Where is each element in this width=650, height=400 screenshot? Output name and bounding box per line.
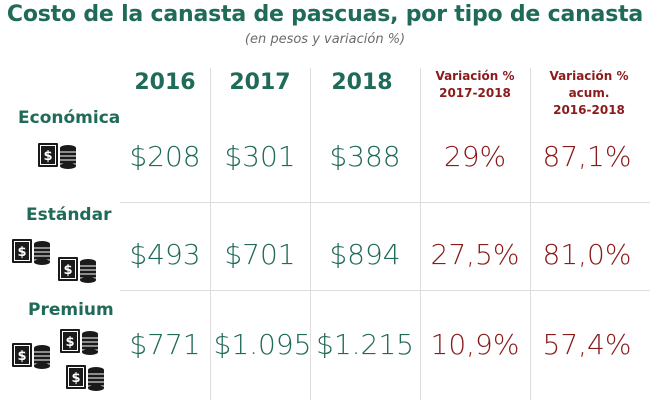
row-label-economica: Económica	[18, 108, 121, 128]
table-cell: 10,9%	[430, 328, 520, 361]
table-cell: 81,0%	[542, 238, 632, 271]
table-cell: $1.095	[213, 328, 312, 361]
row-label-estandar: Estándar	[26, 205, 112, 225]
table-cell: $388	[329, 140, 401, 173]
money-coins-icon	[66, 364, 105, 392]
money-coins-icon	[58, 256, 97, 284]
row-label-premium: Premium	[28, 300, 114, 320]
money-coins-icon	[12, 342, 51, 370]
table-cell: $771	[129, 328, 201, 361]
money-coins-icon	[60, 328, 99, 356]
variation-acum-header-line2: 2016-2018	[553, 103, 625, 117]
column-divider	[310, 68, 311, 400]
table-cell: $493	[129, 238, 201, 271]
column-header-2016: 2016	[134, 70, 196, 95]
money-coins-icon	[38, 142, 77, 170]
money-coins-icon	[12, 238, 51, 266]
column-header-2018: 2018	[331, 70, 393, 95]
variation-header-line2: 2017-2018	[439, 86, 511, 100]
column-divider	[530, 68, 531, 400]
table-cell: 87,1%	[542, 140, 632, 173]
row-divider	[120, 202, 650, 203]
variation-acum-header-line1: Variación % acum.	[549, 69, 629, 100]
column-header-variation-2017-2018: Variación % 2017-2018	[420, 68, 530, 102]
variation-header-line1: Variación %	[435, 69, 515, 83]
chart-subtitle: (en pesos y variación %)	[244, 32, 406, 47]
column-header-2017: 2017	[229, 70, 291, 95]
table-cell: 57,4%	[542, 328, 632, 361]
table-cell: $894	[329, 238, 401, 271]
column-divider	[210, 68, 211, 400]
chart-title: Costo de la canasta de pascuas, por tipo…	[6, 2, 644, 27]
table-cell: $1.215	[316, 328, 414, 361]
row-divider	[120, 290, 650, 291]
column-header-variation-acum-2016-2018: Variación % acum. 2016-2018	[528, 68, 650, 119]
table-cell: $301	[224, 140, 296, 173]
table-cell: 29%	[443, 140, 507, 173]
column-divider	[420, 68, 421, 400]
table-cell: $701	[224, 238, 296, 271]
table-cell: 27,5%	[430, 238, 520, 271]
table-cell: $208	[129, 140, 201, 173]
